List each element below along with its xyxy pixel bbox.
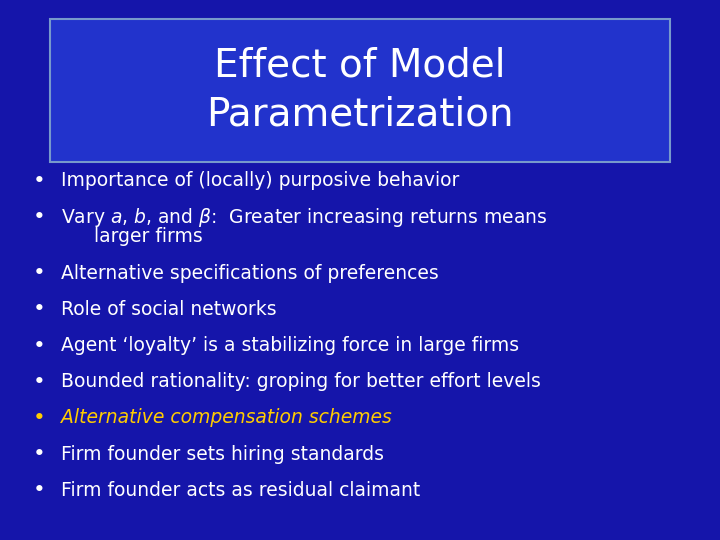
- Text: Importance of (locally) purposive behavior: Importance of (locally) purposive behavi…: [61, 171, 459, 191]
- Text: •: •: [33, 207, 46, 227]
- Text: Firm founder sets hiring standards: Firm founder sets hiring standards: [61, 444, 384, 463]
- Text: Alternative compensation schemes: Alternative compensation schemes: [61, 408, 392, 427]
- FancyBboxPatch shape: [50, 19, 670, 162]
- Text: Effect of Model
Parametrization: Effect of Model Parametrization: [206, 47, 514, 133]
- Text: •: •: [33, 372, 46, 392]
- Text: •: •: [33, 263, 46, 283]
- Text: •: •: [33, 444, 46, 464]
- Text: Alternative specifications of preferences: Alternative specifications of preference…: [61, 264, 439, 282]
- Text: •: •: [33, 299, 46, 319]
- Text: Bounded rationality: groping for better effort levels: Bounded rationality: groping for better …: [61, 372, 541, 391]
- Text: Agent ‘loyalty’ is a stabilizing force in large firms: Agent ‘loyalty’ is a stabilizing force i…: [61, 336, 519, 355]
- Text: •: •: [33, 480, 46, 500]
- Text: Vary $a$, $b$, and $\beta$:  Greater increasing returns means: Vary $a$, $b$, and $\beta$: Greater incr…: [61, 206, 547, 228]
- Text: larger firms: larger firms: [94, 227, 202, 246]
- Text: •: •: [33, 408, 46, 428]
- Text: •: •: [33, 171, 46, 191]
- Text: Role of social networks: Role of social networks: [61, 300, 276, 319]
- Text: •: •: [33, 335, 46, 355]
- Text: Firm founder acts as residual claimant: Firm founder acts as residual claimant: [61, 481, 420, 500]
